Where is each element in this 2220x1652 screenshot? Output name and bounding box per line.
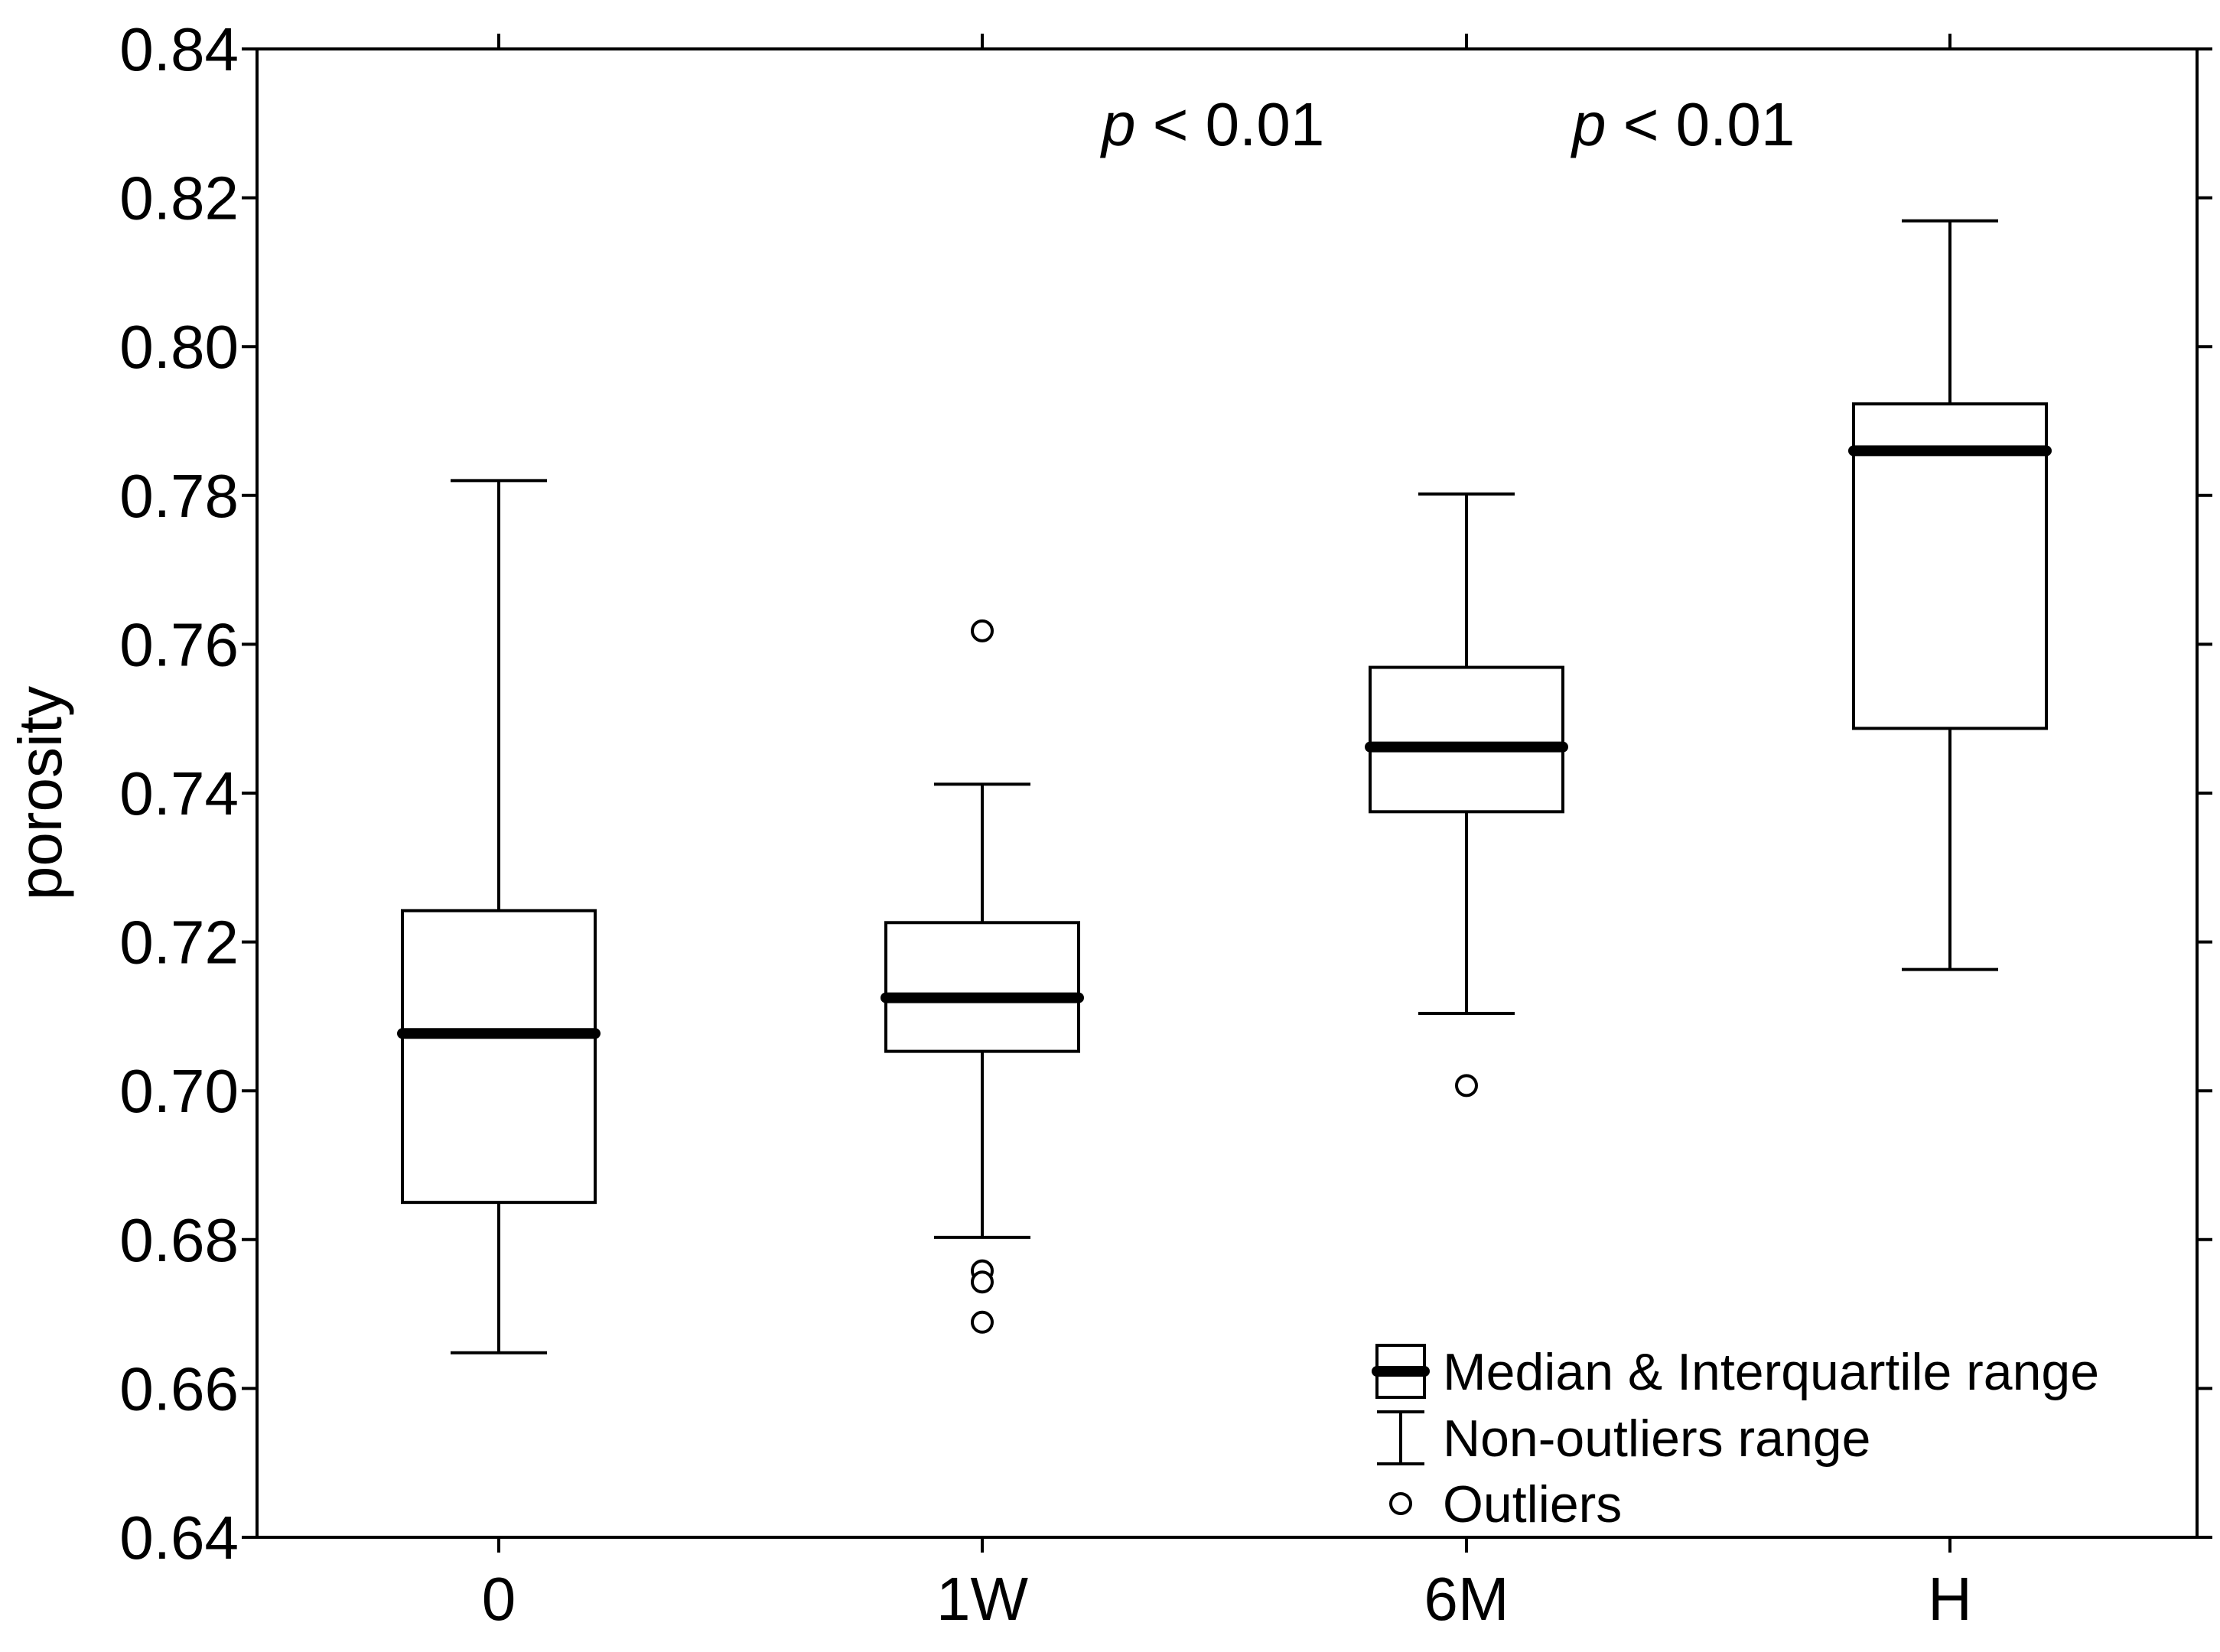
y-tick-label: 0.80 [119, 313, 239, 381]
iqr-box [1852, 402, 2048, 730]
legend: Median & Interquartile range Non-outliers… [1372, 1343, 2099, 1533]
x-tick-label: 0 [482, 1565, 516, 1633]
p-value-annotation: p < 0.01 [1100, 90, 1324, 158]
outlier-point [971, 1270, 994, 1294]
p-value-text: < 0.01 [1136, 90, 1325, 158]
y-tick-label: 0.78 [119, 462, 239, 530]
plot-frame [256, 47, 2199, 1539]
legend-label: Non-outliers range [1443, 1410, 1870, 1468]
iqr-box [401, 909, 597, 1205]
legend-outlier-symbol [1389, 1492, 1412, 1515]
outlier-point [971, 619, 994, 642]
y-tick-label: 0.74 [119, 759, 239, 828]
x-tick-label: 6M [1424, 1565, 1509, 1633]
y-tick-label: 0.70 [119, 1057, 239, 1125]
box-0 [397, 479, 601, 1354]
legend-whisker-symbol [1377, 1410, 1424, 1465]
box-6M [1365, 492, 1568, 1098]
iqr-box [884, 921, 1080, 1053]
p-value-text: < 0.01 [1606, 90, 1795, 158]
y-axis-label: porosity [6, 686, 74, 900]
box-H [1848, 219, 2052, 971]
y-tick-label: 0.76 [119, 610, 239, 678]
annotations: p < 0.01 p < 0.01 [1100, 90, 1795, 158]
y-tick-label: 0.66 [119, 1354, 239, 1423]
outlier-point [971, 1310, 994, 1334]
p-symbol: p [1571, 90, 1606, 158]
y-tick-label: 0.72 [119, 909, 239, 977]
x-axis: 0 1W 6M H [482, 34, 1972, 1633]
legend-box-symbol [1372, 1344, 1430, 1399]
p-symbol: p [1100, 90, 1136, 158]
legend-label: Outliers [1443, 1475, 1622, 1533]
y-tick-label: 0.64 [119, 1504, 239, 1572]
iqr-box [1369, 665, 1564, 814]
box-1W [881, 619, 1084, 1334]
box-group [397, 219, 2052, 1354]
x-tick-label: H [1928, 1565, 1972, 1633]
y-tick-label: 0.84 [119, 15, 239, 83]
y-axis: 0.64 0.66 0.68 0.70 0.72 0.74 0.76 0.78 0.80 0.82… [119, 15, 2212, 1572]
p-value-annotation: p < 0.01 [1571, 90, 1795, 158]
y-tick-label: 0.82 [119, 164, 239, 233]
outlier-point [1455, 1074, 1478, 1098]
legend-label: Median & Interquartile range [1443, 1343, 2099, 1401]
x-tick-label: 1W [936, 1565, 1028, 1633]
y-tick-label: 0.68 [119, 1206, 239, 1274]
